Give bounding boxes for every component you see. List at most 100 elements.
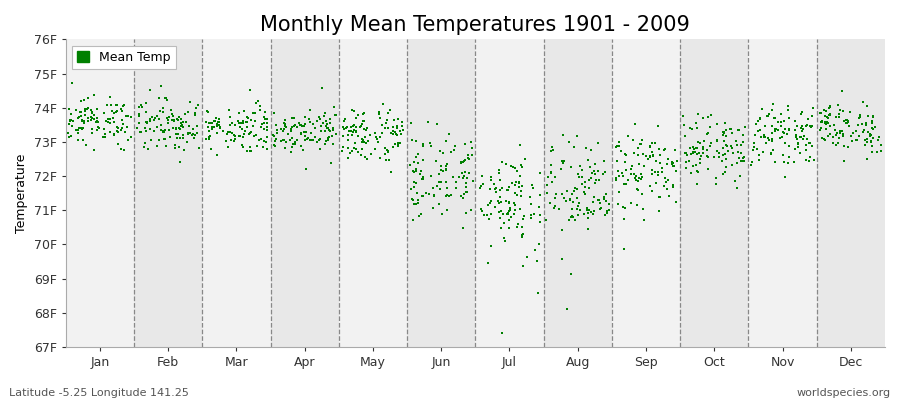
Mean Temp xyxy=(454,160,469,167)
Mean Temp xyxy=(753,127,768,133)
Mean Temp xyxy=(580,210,595,216)
Mean Temp xyxy=(242,87,256,93)
Mean Temp xyxy=(319,138,333,144)
Mean Temp xyxy=(620,133,634,139)
Mean Temp xyxy=(310,118,324,124)
Mean Temp xyxy=(580,157,595,164)
Mean Temp xyxy=(434,167,448,173)
Mean Temp xyxy=(508,182,523,188)
Mean Temp xyxy=(158,136,172,142)
Mean Temp xyxy=(410,190,425,196)
Mean Temp xyxy=(578,184,592,190)
Mean Temp xyxy=(301,136,315,142)
Mean Temp xyxy=(290,124,304,130)
Mean Temp xyxy=(736,155,751,161)
Mean Temp xyxy=(169,125,184,132)
Mean Temp xyxy=(221,144,236,150)
Mean Temp xyxy=(755,149,770,155)
Mean Temp xyxy=(769,126,783,132)
Mean Temp xyxy=(802,140,816,146)
Mean Temp xyxy=(347,140,362,146)
Mean Temp xyxy=(544,148,559,155)
Mean Temp xyxy=(625,163,639,170)
Mean Temp xyxy=(90,115,104,121)
Mean Temp xyxy=(421,191,436,197)
Mean Temp xyxy=(778,126,792,132)
Mean Temp xyxy=(439,161,454,167)
Mean Temp xyxy=(240,115,255,121)
Mean Temp xyxy=(411,197,426,204)
Mean Temp xyxy=(220,131,234,138)
Mean Temp xyxy=(66,123,80,129)
Mean Temp xyxy=(799,123,814,130)
Mean Temp xyxy=(527,211,542,217)
Mean Temp xyxy=(87,92,102,99)
Mean Temp xyxy=(837,118,851,125)
Mean Temp xyxy=(386,144,400,151)
Mean Temp xyxy=(436,150,451,156)
Mean Temp xyxy=(363,132,377,138)
Mean Temp xyxy=(461,155,475,162)
Bar xyxy=(407,39,475,347)
Mean Temp xyxy=(74,113,88,119)
Mean Temp xyxy=(426,205,440,211)
Mean Temp xyxy=(562,139,576,145)
Mean Temp xyxy=(570,185,584,192)
Mean Temp xyxy=(156,109,170,115)
Mean Temp xyxy=(91,124,105,130)
Mean Temp xyxy=(266,132,281,139)
Mean Temp xyxy=(814,110,828,116)
Mean Temp xyxy=(454,193,468,200)
Mean Temp xyxy=(454,159,468,166)
Mean Temp xyxy=(176,132,191,138)
Mean Temp xyxy=(253,107,267,114)
Mean Temp xyxy=(658,146,672,152)
Mean Temp xyxy=(832,134,847,141)
Mean Temp xyxy=(565,206,580,213)
Mean Temp xyxy=(298,133,312,139)
Mean Temp xyxy=(227,132,241,139)
Mean Temp xyxy=(174,159,188,165)
Mean Temp xyxy=(746,147,760,154)
Mean Temp xyxy=(555,132,570,138)
Mean Temp xyxy=(356,111,370,117)
Mean Temp xyxy=(684,150,698,157)
Mean Temp xyxy=(76,137,90,143)
Mean Temp xyxy=(548,202,562,209)
Mean Temp xyxy=(719,132,733,139)
Mean Temp xyxy=(341,132,356,138)
Mean Temp xyxy=(555,160,570,166)
Mean Temp xyxy=(356,118,370,125)
Mean Temp xyxy=(580,207,594,213)
Mean Temp xyxy=(508,190,523,196)
Mean Temp xyxy=(769,126,783,132)
Mean Temp xyxy=(243,143,257,150)
Mean Temp xyxy=(249,100,264,107)
Mean Temp xyxy=(63,117,77,123)
Mean Temp xyxy=(415,193,429,199)
Mean Temp xyxy=(166,113,181,119)
Mean Temp xyxy=(814,125,828,131)
Mean Temp xyxy=(284,114,299,121)
Mean Temp xyxy=(866,113,880,119)
Mean Temp xyxy=(101,116,115,122)
Mean Temp xyxy=(133,128,148,135)
Mean Temp xyxy=(327,104,341,110)
Mean Temp xyxy=(858,142,872,148)
Mean Temp xyxy=(507,200,521,206)
Mean Temp xyxy=(212,119,226,125)
Mean Temp xyxy=(577,211,591,217)
Mean Temp xyxy=(768,126,782,132)
Mean Temp xyxy=(385,128,400,134)
Mean Temp xyxy=(610,158,625,164)
Mean Temp xyxy=(598,169,612,175)
Mean Temp xyxy=(260,116,274,122)
Mean Temp xyxy=(680,152,694,158)
Mean Temp xyxy=(690,169,705,175)
Mean Temp xyxy=(531,290,545,296)
Mean Temp xyxy=(583,164,598,170)
Mean Temp xyxy=(357,154,372,160)
Mean Temp xyxy=(132,111,147,118)
Mean Temp xyxy=(488,186,502,192)
Bar xyxy=(134,39,202,347)
